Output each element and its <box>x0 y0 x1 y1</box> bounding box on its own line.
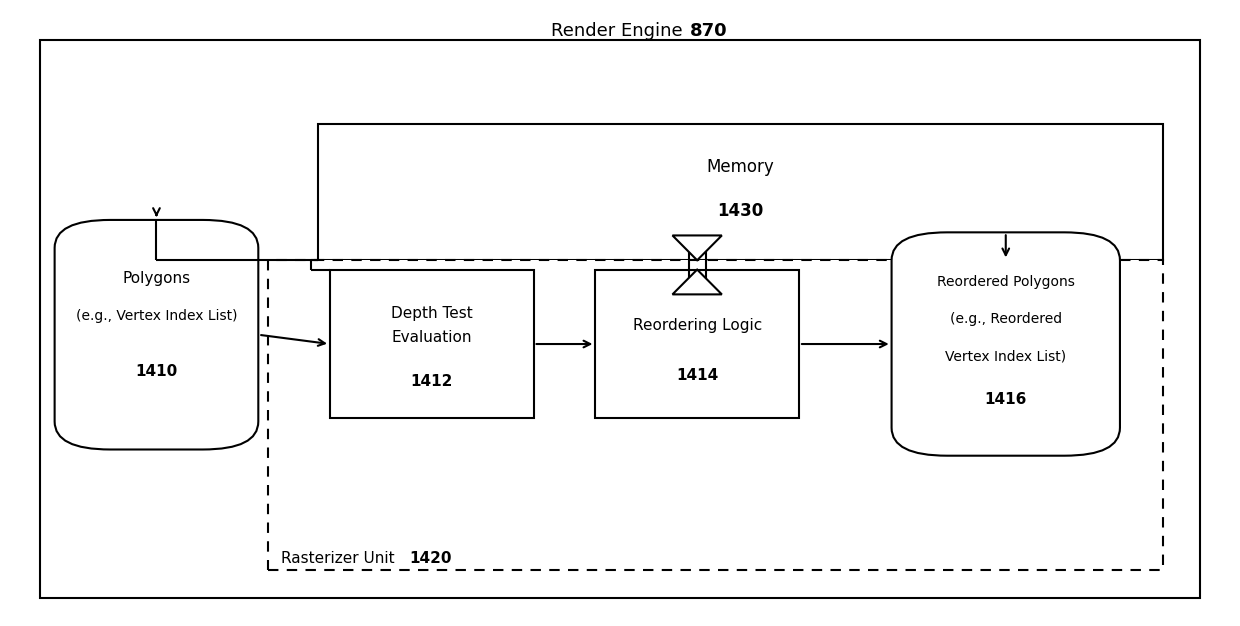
Text: 1414: 1414 <box>676 367 718 382</box>
FancyBboxPatch shape <box>892 232 1120 456</box>
Text: 1420: 1420 <box>409 551 451 565</box>
Text: Vertex Index List): Vertex Index List) <box>945 349 1066 364</box>
Text: 1412: 1412 <box>410 374 453 389</box>
Text: Memory: Memory <box>707 158 774 176</box>
Text: Render Engine: Render Engine <box>552 22 688 39</box>
Text: (e.g., Reordered: (e.g., Reordered <box>950 312 1061 326</box>
Polygon shape <box>672 270 722 294</box>
Text: 1416: 1416 <box>985 393 1027 408</box>
Text: 1410: 1410 <box>135 364 177 379</box>
Text: 870: 870 <box>691 22 728 39</box>
FancyBboxPatch shape <box>317 124 1163 260</box>
Text: Reordering Logic: Reordering Logic <box>632 318 761 333</box>
FancyBboxPatch shape <box>268 260 1163 570</box>
FancyBboxPatch shape <box>330 270 533 418</box>
FancyBboxPatch shape <box>595 270 799 418</box>
Text: Reordered Polygons: Reordered Polygons <box>937 275 1075 289</box>
Polygon shape <box>672 235 722 260</box>
FancyBboxPatch shape <box>55 220 258 449</box>
Text: Polygons: Polygons <box>123 272 191 286</box>
Text: (e.g., Vertex Index List): (e.g., Vertex Index List) <box>76 309 237 323</box>
FancyBboxPatch shape <box>40 40 1200 598</box>
Text: Depth Test: Depth Test <box>391 305 472 321</box>
Text: 1430: 1430 <box>717 202 764 220</box>
Text: Evaluation: Evaluation <box>392 331 472 346</box>
Text: Rasterizer Unit: Rasterizer Unit <box>280 551 399 565</box>
